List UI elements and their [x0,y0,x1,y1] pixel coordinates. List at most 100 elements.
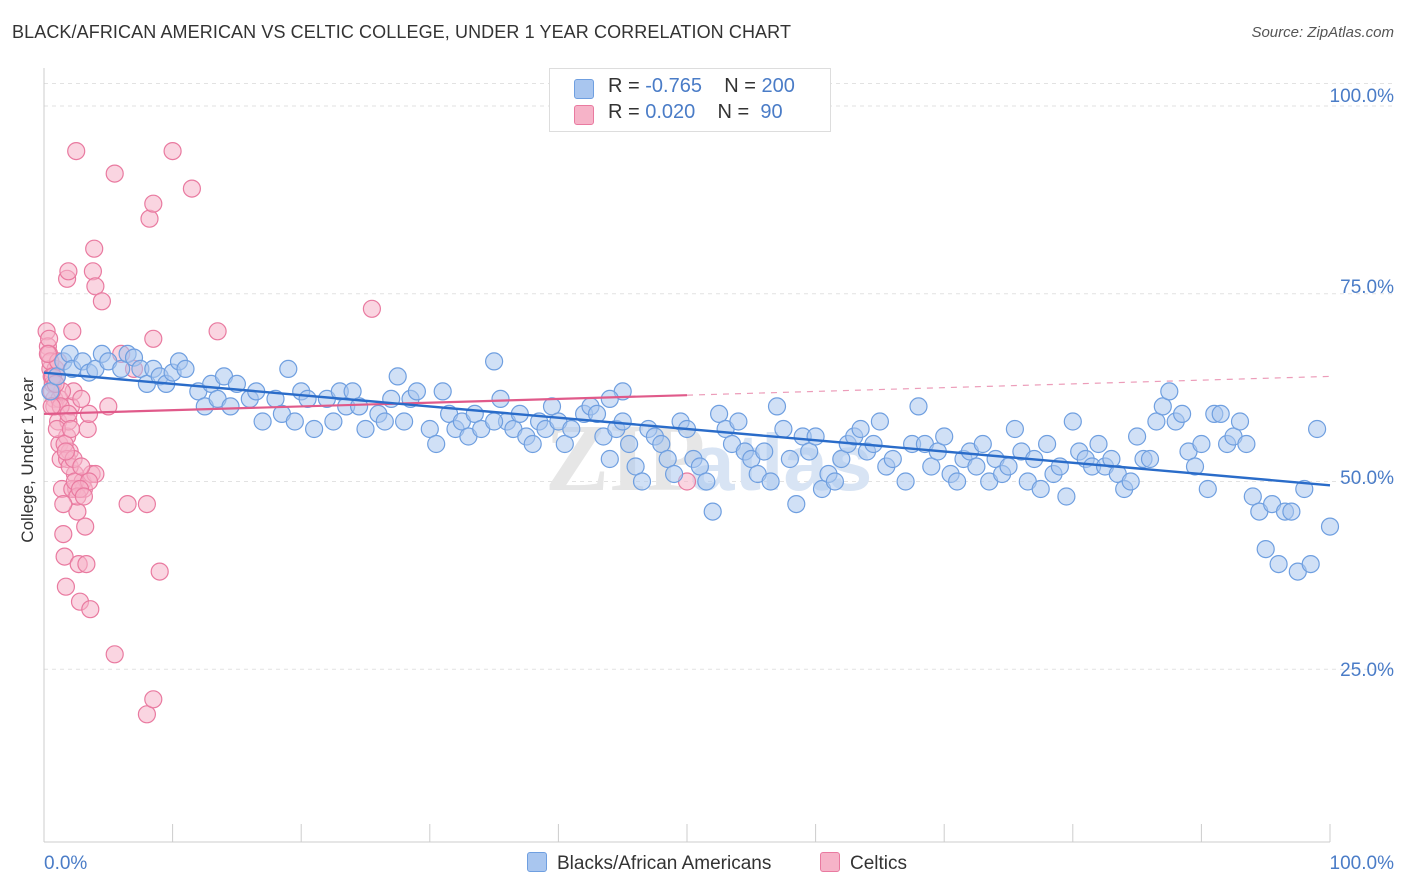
legend-n-label: N = [717,101,755,123]
point-celtics [54,524,73,544]
point-blacks [253,412,272,431]
point-blacks [1282,502,1301,521]
point-celtics [144,194,163,213]
point-blacks [395,412,414,431]
point-blacks [1320,517,1340,536]
point-blacks [709,404,729,423]
point-blacks [1192,434,1211,454]
point-blacks [806,427,825,446]
point-blacks [375,412,394,431]
point-blacks [485,352,504,371]
point-blacks [1102,449,1121,469]
point-celtics [55,547,74,566]
point-celtics [81,600,100,619]
point-blacks [619,434,639,454]
point-celtics [74,487,94,506]
point-blacks [562,419,581,439]
source-note: Source: ZipAtlas.com [1251,24,1394,41]
point-blacks [523,434,542,454]
point-blacks [690,457,710,476]
point-blacks [279,359,298,378]
point-celtics [85,239,104,258]
point-blacks [285,412,304,431]
legend-r-label: R = [608,75,646,97]
point-blacks [465,404,484,423]
point-celtics [59,262,78,281]
point-blacks [324,412,343,431]
point-blacks [485,412,504,431]
point-blacks [626,457,645,476]
point-celtics [42,397,61,416]
point-blacks [112,359,131,378]
point-blacks [883,449,902,469]
point-blacks [1307,419,1327,439]
point-celtics [72,389,91,408]
point-blacks [542,397,562,416]
point-blacks [870,412,890,431]
point-blacks [1127,427,1147,446]
legend-swatch-pink [574,105,594,125]
point-blacks [774,419,793,439]
y-tick-75: 75.0% [1340,277,1394,298]
point-blacks [1147,412,1166,431]
point-blacks [555,434,574,454]
x-tick-100: 100.0% [1329,853,1394,874]
point-blacks [658,449,677,469]
point-blacks [420,419,439,439]
point-celtics [72,457,91,476]
point-blacks [407,382,426,401]
series-legend-label: Blacks/African Americans [557,853,772,874]
point-celtics [140,209,159,228]
point-celtics [208,322,227,341]
point-blacks [652,434,671,454]
point-blacks [221,397,240,416]
point-blacks [947,472,967,491]
point-celtics [63,322,82,341]
point-blacks [1295,479,1314,499]
point-blacks [1063,412,1082,431]
series-celtics [37,142,697,724]
point-celtics [99,397,118,416]
point-blacks [41,382,60,401]
grid-lines [44,83,1395,670]
y-tick-25: 25.0% [1340,660,1394,681]
point-celtics [56,577,76,596]
point-blacks [1185,457,1205,476]
point-celtics [54,495,73,514]
point-blacks [587,404,607,423]
point-celtics [77,554,96,574]
point-celtics [86,277,105,296]
point-blacks [1269,554,1288,574]
trend-line-celtics-extension [686,375,1331,396]
point-blacks [1031,479,1050,499]
point-blacks [1243,487,1262,506]
point-blacks [1140,449,1160,469]
point-blacks [973,434,992,454]
point-blacks [1160,382,1179,401]
point-celtics [144,329,163,348]
series-legend-blacks: Blacks/African Americans [527,852,771,875]
point-blacks [1037,434,1057,454]
point-blacks [298,389,317,408]
point-celtics [83,262,103,281]
trend-lines [43,371,1331,487]
point-blacks [491,389,510,408]
legend-r-label: R = [608,101,646,123]
point-blacks [600,449,619,469]
y-tick-100: 100.0% [1329,86,1394,107]
point-blacks [729,412,748,431]
series-legend-celtics: Celtics [820,852,907,875]
point-celtics [105,645,124,664]
point-blacks [305,419,324,439]
point-blacks [1153,397,1172,416]
legend-n-label: N = [724,75,762,97]
point-celtics [92,292,112,311]
point-celtics [78,419,97,439]
point-blacks [787,495,806,514]
y-tick-50: 50.0% [1340,468,1394,489]
point-blacks [632,472,652,491]
point-blacks [1005,419,1025,439]
point-celtics [105,164,124,183]
point-blacks [967,457,986,476]
point-blacks [800,442,819,461]
